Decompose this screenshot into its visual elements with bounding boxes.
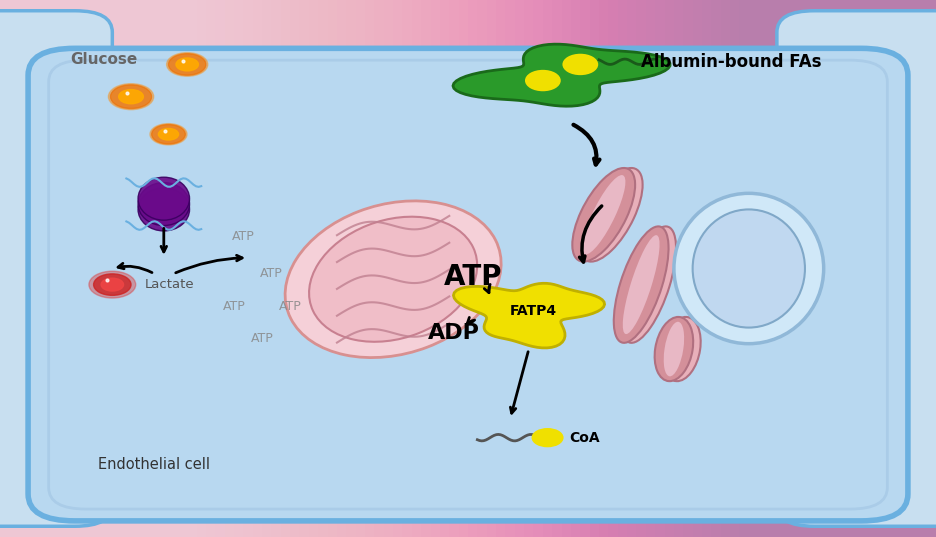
Circle shape (110, 85, 152, 108)
Circle shape (109, 84, 154, 110)
Ellipse shape (572, 168, 636, 262)
Ellipse shape (622, 235, 660, 334)
Circle shape (150, 124, 187, 145)
FancyBboxPatch shape (0, 11, 112, 526)
Text: ATP: ATP (444, 263, 502, 291)
Text: ATP: ATP (223, 300, 245, 313)
Circle shape (563, 55, 597, 74)
Text: Albumin-bound FAs: Albumin-bound FAs (641, 53, 822, 71)
Ellipse shape (138, 188, 189, 231)
Text: CoA: CoA (569, 431, 600, 445)
FancyBboxPatch shape (777, 11, 936, 526)
Text: ATP: ATP (260, 267, 283, 280)
Ellipse shape (693, 209, 805, 328)
Polygon shape (453, 44, 670, 106)
Circle shape (167, 53, 208, 76)
Circle shape (158, 128, 179, 140)
Ellipse shape (138, 177, 189, 220)
Text: ADP: ADP (428, 323, 480, 343)
Circle shape (152, 125, 185, 144)
Ellipse shape (614, 227, 668, 343)
Text: ATP: ATP (251, 332, 273, 345)
Ellipse shape (622, 227, 676, 343)
Ellipse shape (674, 193, 824, 344)
Circle shape (94, 274, 131, 295)
Text: Glucose: Glucose (70, 52, 138, 67)
Ellipse shape (664, 322, 684, 376)
Circle shape (101, 278, 124, 291)
Circle shape (176, 58, 198, 71)
Text: ATP: ATP (232, 230, 255, 243)
Circle shape (533, 429, 563, 446)
Text: FATP4: FATP4 (510, 304, 557, 318)
Circle shape (119, 90, 143, 104)
Ellipse shape (138, 183, 189, 226)
Ellipse shape (654, 317, 694, 381)
Ellipse shape (285, 201, 501, 358)
Circle shape (526, 71, 560, 90)
Polygon shape (453, 284, 605, 348)
Circle shape (168, 54, 206, 75)
Ellipse shape (309, 217, 477, 342)
Text: ATP: ATP (279, 300, 301, 313)
Circle shape (89, 271, 136, 298)
Text: Lactate: Lactate (145, 278, 195, 291)
Text: Endothelial cell: Endothelial cell (98, 457, 211, 472)
Ellipse shape (579, 168, 643, 262)
Ellipse shape (662, 317, 701, 381)
FancyBboxPatch shape (28, 48, 908, 521)
Ellipse shape (582, 175, 625, 255)
